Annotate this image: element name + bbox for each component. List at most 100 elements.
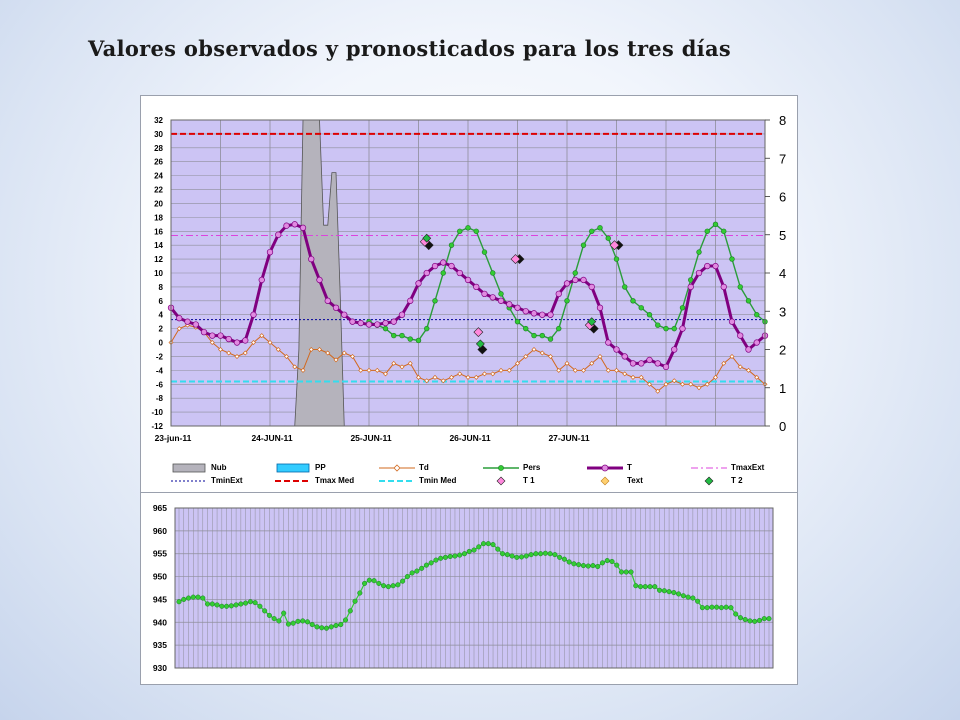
t-point [242,337,249,344]
y-right-tick-label: 4 [779,266,786,281]
td-point [671,378,677,384]
t-point [605,339,612,346]
pressure-point [447,553,453,560]
td-point [614,367,619,373]
pressure-point [404,574,410,580]
t-point [613,346,620,353]
pressure-point [185,595,192,601]
pressure-point [266,612,272,618]
pressure-point [209,601,215,607]
pressure-point [723,604,729,610]
td-point [548,353,553,359]
y-left-tick-label: -12 [151,422,163,431]
t-point [580,276,587,284]
t-point [514,304,521,311]
pressure-point [747,618,753,624]
td-point [556,367,562,373]
pers-point [712,221,719,228]
y-left-tick-label: 10 [154,269,163,278]
t-point [308,255,315,263]
td-point [647,381,652,387]
td-point [655,388,661,394]
legend-label: TminExt [211,476,243,485]
t-point [464,276,472,284]
t-point [687,283,694,291]
legend-label: T 2 [731,476,743,485]
pers-point [415,337,422,344]
td-point [564,360,570,366]
pressure-point [390,583,396,589]
pressure-point [514,554,520,560]
pers-point [448,242,455,248]
pressure-point [657,587,663,593]
y-right-tick-label: 8 [779,113,786,128]
pressure-point [542,550,548,556]
x-tick-label: 26-JUN-11 [449,433,490,443]
pressure-point [400,578,406,584]
t-point [448,262,455,270]
y-right-tick-label: 0 [779,419,786,434]
pressure-point [281,610,287,616]
pers-point [646,312,653,318]
t-point [332,304,340,311]
legend-item: Tmax Med [275,475,385,487]
pressure-point [647,584,653,590]
t-point [704,262,711,270]
legend-item: Nub [171,462,281,474]
legend-symbol [276,463,310,473]
pressure-y-tick-label: 965 [153,503,167,513]
pressure-point [323,625,330,631]
t-point [588,283,595,291]
pressure-point [752,618,758,624]
t-point [473,283,480,291]
pressure-y-tick-label: 955 [153,549,167,559]
pers-point [613,256,620,262]
legend-label: Pers [523,463,541,472]
td-point [383,371,388,377]
td-point [259,333,265,339]
t-point [555,290,562,298]
pressure-point [395,582,401,588]
legend-symbol [172,463,206,473]
td-point [572,367,578,373]
legend-item: TmaxExt [691,462,801,474]
y-left-axis: 32302826242220181614121086420-2-4-6-8-10… [151,116,163,431]
t2-marker [587,317,597,327]
pressure-point [342,617,349,623]
t-point [539,311,546,318]
t-point [745,346,752,353]
pressure-point [576,562,582,568]
page-title: Valores observados y pronosticados para … [88,36,731,61]
pressure-point [328,624,334,630]
y-right-tick-label: 5 [779,228,786,243]
pressure-point [228,603,234,609]
t-point [572,276,579,284]
y-left-tick-label: 16 [154,227,163,236]
t-point [563,280,571,287]
legend-symbol [600,476,610,486]
y-left-tick-label: 14 [154,241,163,250]
pressure-point [243,600,249,606]
t-point [176,315,183,322]
pressure-point [200,595,206,601]
pressure-point [276,618,282,624]
y-left-tick-label: 12 [154,255,163,264]
t-point [547,311,554,318]
legend-symbol [483,465,519,471]
pressure-point [319,625,325,631]
y-left-tick-label: 8 [159,283,164,292]
y-left-tick-label: -4 [156,366,164,375]
legend-item: T 2 [691,475,801,487]
td-point [638,374,644,380]
pressure-point [195,594,201,600]
pressure-point [300,618,306,624]
t-point [324,297,331,304]
pressure-y-tick-label: 930 [153,663,167,673]
td-point [325,350,331,356]
pressure-point [490,542,496,548]
legend-item: Pers [483,462,593,474]
td-point [729,353,735,359]
pressure-point [666,589,672,595]
legend-item: TminExt [171,475,281,487]
td-point [663,381,669,387]
